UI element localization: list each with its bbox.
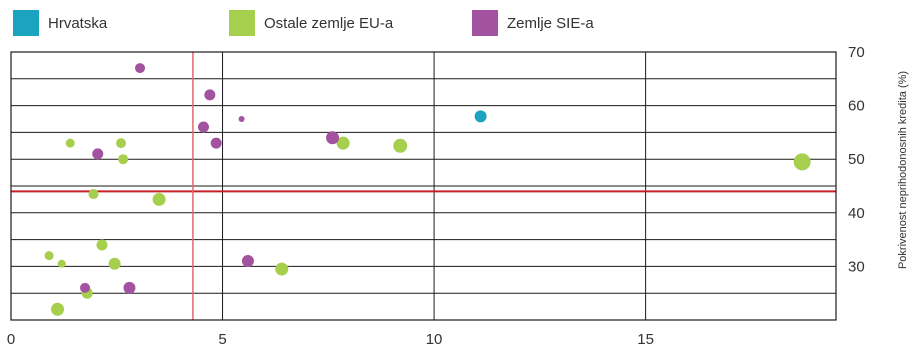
data-point-series-1	[96, 239, 108, 251]
x-tick-label: 15	[637, 331, 654, 348]
y-tick-label: 60	[848, 98, 865, 115]
y-axis-ticks: 30 40 50 60 70	[848, 44, 865, 275]
x-tick-label: 0	[7, 331, 15, 348]
data-point-series-1	[65, 138, 75, 148]
data-point-series-1	[336, 136, 350, 150]
y-tick-label: 30	[848, 258, 865, 275]
legend-label-2: Zemlje SIE-a	[507, 15, 594, 32]
y-tick-label: 70	[848, 44, 865, 61]
y-axis-label: Pokrivenost neprihodonosnih kredita (%)	[897, 71, 909, 269]
data-point-series-1	[118, 154, 129, 165]
data-point-series-2	[92, 148, 104, 160]
data-point-series-2	[135, 63, 146, 74]
data-point-series-1	[51, 302, 65, 316]
reference-lines	[11, 52, 836, 320]
legend-label-1: Ostale zemlje EU-a	[264, 15, 394, 32]
data-points	[44, 63, 811, 316]
plot-frame	[10, 51, 837, 321]
data-point-series-1	[57, 259, 66, 268]
data-point-series-2	[123, 281, 136, 294]
data-point-series-1	[275, 262, 289, 276]
data-point-series-2	[210, 137, 222, 149]
data-point-series-0	[474, 110, 487, 123]
y-tick-label: 50	[848, 151, 865, 168]
plot-border	[10, 51, 837, 321]
legend-swatch-0	[13, 10, 39, 36]
x-axis-ticks: 0 5 10 15	[7, 331, 654, 348]
data-point-series-1	[116, 138, 126, 149]
legend-swatch-2	[472, 10, 498, 36]
data-point-series-2	[326, 131, 340, 145]
data-point-series-1	[793, 153, 811, 171]
data-point-series-1	[44, 251, 54, 261]
data-point-series-2	[204, 89, 216, 101]
data-point-series-1	[88, 189, 99, 200]
legend: Hrvatska Ostale zemlje EU-a Zemlje SIE-a	[13, 10, 594, 36]
data-point-series-2	[80, 282, 91, 293]
data-point-series-1	[108, 257, 121, 270]
data-point-series-1	[152, 192, 166, 206]
y-tick-label: 40	[848, 205, 865, 222]
legend-label-0: Hrvatska	[48, 15, 108, 32]
x-tick-label: 10	[426, 331, 443, 348]
x-tick-label: 5	[218, 331, 226, 348]
grid	[11, 52, 836, 320]
data-point-series-1	[393, 138, 408, 153]
data-point-series-2	[238, 116, 245, 122]
data-point-series-2	[241, 255, 254, 268]
legend-swatch-1	[229, 10, 255, 36]
data-point-series-2	[198, 121, 209, 133]
